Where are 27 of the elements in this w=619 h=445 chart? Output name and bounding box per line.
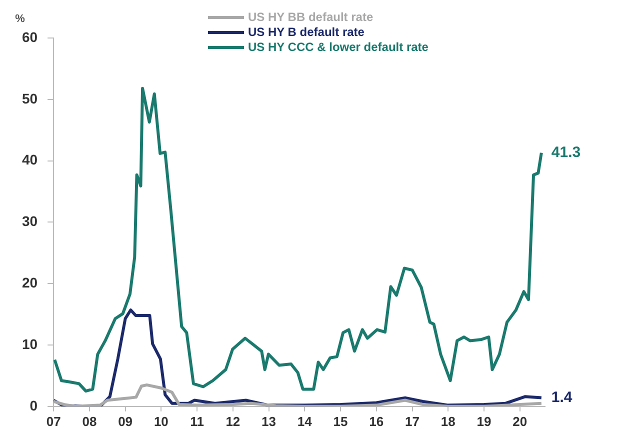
y-tick-label: 20 [22, 274, 38, 290]
x-tick-label: 16 [369, 414, 384, 429]
x-tick-label: 10 [154, 414, 168, 429]
y-tick-label: 40 [22, 152, 38, 168]
x-tick-label: 09 [118, 414, 133, 429]
x-tick-label: 18 [440, 414, 456, 429]
annotation: 41.3 [551, 144, 581, 161]
y-tick-label: 50 [22, 90, 38, 106]
legend-label: US HY CCC & lower default rate [248, 40, 428, 54]
x-tick-label: 12 [226, 414, 240, 429]
x-tick-label: 17 [405, 414, 420, 429]
x-tick-label: 11 [190, 414, 204, 429]
legend-label: US HY BB default rate [248, 10, 374, 24]
x-tick-label: 07 [46, 414, 61, 429]
y-tick-label: 30 [22, 213, 38, 230]
legend-label: US HY B default rate [248, 25, 364, 39]
x-tick-label: 14 [297, 414, 313, 429]
y-axis-title: % [15, 13, 26, 25]
y-tick-label: 60 [22, 28, 38, 45]
x-tick-label: 15 [333, 414, 348, 429]
annotation: 1.4 [551, 388, 573, 406]
x-tick-label: 08 [82, 414, 97, 429]
x-tick-label: 19 [476, 414, 492, 429]
y-tick-label: 10 [22, 336, 38, 352]
y-tick-label: 0 [30, 397, 38, 414]
x-tick-label: 13 [262, 414, 276, 429]
x-tick-label: 20 [512, 414, 528, 429]
